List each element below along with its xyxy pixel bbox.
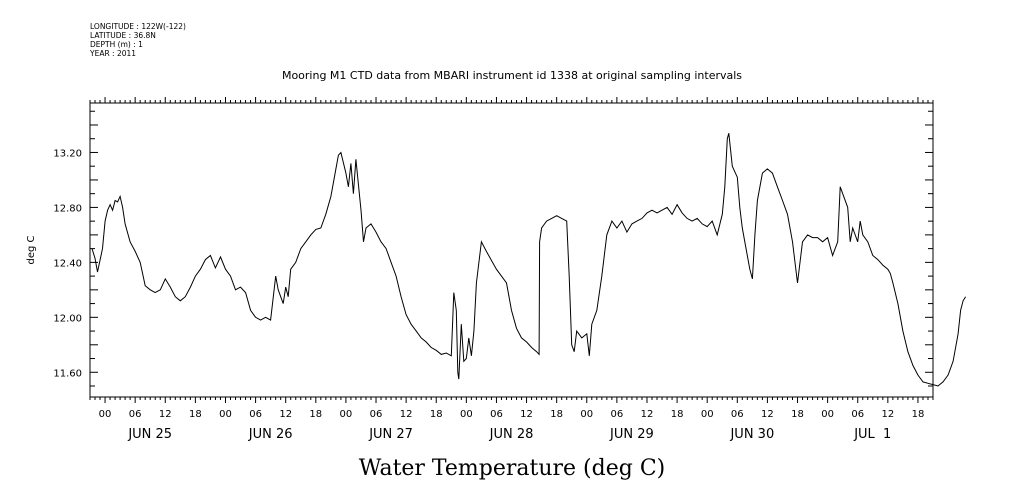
x-tick-label: 12 bbox=[279, 409, 292, 420]
x-tick-label: 06 bbox=[731, 409, 744, 420]
year-label: YEAR : 2011 bbox=[89, 49, 136, 58]
x-tick-label: 18 bbox=[791, 409, 804, 420]
longitude-label: LONGITUDE : 122W(-122) bbox=[90, 22, 186, 31]
x-tick-label: 18 bbox=[430, 409, 443, 420]
x-tick-label: 00 bbox=[701, 409, 714, 420]
x-axis-label: Water Temperature (deg C) bbox=[359, 456, 666, 481]
x-tick-label: 06 bbox=[611, 409, 624, 420]
mooring-metadata: LONGITUDE : 122W(-122) LATITUDE : 36.8N … bbox=[89, 22, 186, 58]
day-label: JUL 1 bbox=[853, 427, 891, 442]
x-tick-label: 18 bbox=[912, 409, 925, 420]
y-tick-label: 11.60 bbox=[53, 368, 82, 379]
depth-label: DEPTH (m) : 1 bbox=[90, 40, 143, 49]
x-tick-label: 12 bbox=[761, 409, 774, 420]
x-tick-label: 00 bbox=[821, 409, 834, 420]
x-tick-label: 06 bbox=[490, 409, 503, 420]
x-tick-label: 12 bbox=[641, 409, 654, 420]
x-tick-label: 12 bbox=[159, 409, 172, 420]
y-tick-label: 12.00 bbox=[53, 313, 82, 324]
chart-title: Mooring M1 CTD data from MBARI instrumen… bbox=[282, 69, 742, 82]
axis-ticks bbox=[89, 97, 934, 403]
x-tick-label: 06 bbox=[249, 409, 262, 420]
day-label: JUN 27 bbox=[368, 427, 413, 442]
x-tick-label: 00 bbox=[580, 409, 593, 420]
day-labels: JUN 25 JUN 26 JUN 27 JUN 28 JUN 29 JUN 30 JUL … bbox=[127, 427, 891, 442]
y-tick-label: 13.20 bbox=[53, 148, 82, 159]
x-tick-label: 00 bbox=[340, 409, 353, 420]
x-tick-label: 06 bbox=[851, 409, 864, 420]
day-label: JUN 29 bbox=[609, 427, 654, 442]
day-label: JUN 25 bbox=[127, 427, 172, 442]
x-tick-label: 18 bbox=[309, 409, 322, 420]
y-tick-labels: 11.60 12.00 12.40 12.80 13.20 bbox=[53, 148, 82, 379]
x-tick-label: 06 bbox=[129, 409, 142, 420]
x-tick-label: 18 bbox=[671, 409, 684, 420]
x-tick-label: 00 bbox=[460, 409, 473, 420]
x-tick-label: 00 bbox=[99, 409, 112, 420]
x-tick-label: 06 bbox=[370, 409, 383, 420]
day-label: JUN 30 bbox=[729, 427, 774, 442]
day-label: JUN 26 bbox=[248, 427, 293, 442]
x-tick-label: 12 bbox=[400, 409, 413, 420]
x-tick-label: 18 bbox=[550, 409, 563, 420]
latitude-label: LATITUDE : 36.8N bbox=[90, 31, 156, 40]
x-tick-label: 12 bbox=[881, 409, 894, 420]
y-axis-label: deg C bbox=[26, 235, 37, 264]
y-tick-label: 12.40 bbox=[53, 258, 82, 269]
day-label: JUN 28 bbox=[489, 427, 534, 442]
x-tick-label: 00 bbox=[219, 409, 232, 420]
plot-frame bbox=[89, 102, 934, 398]
x-tick-label: 18 bbox=[189, 409, 202, 420]
series-line-water-temperature bbox=[91, 133, 967, 387]
x-tick-label: 12 bbox=[520, 409, 533, 420]
x-tick-labels: 00 06 12 18 00 06 12 18 00 06 12 18 00 06 12 18 00 06 12 18… bbox=[99, 409, 925, 420]
y-tick-label: 12.80 bbox=[53, 203, 82, 214]
